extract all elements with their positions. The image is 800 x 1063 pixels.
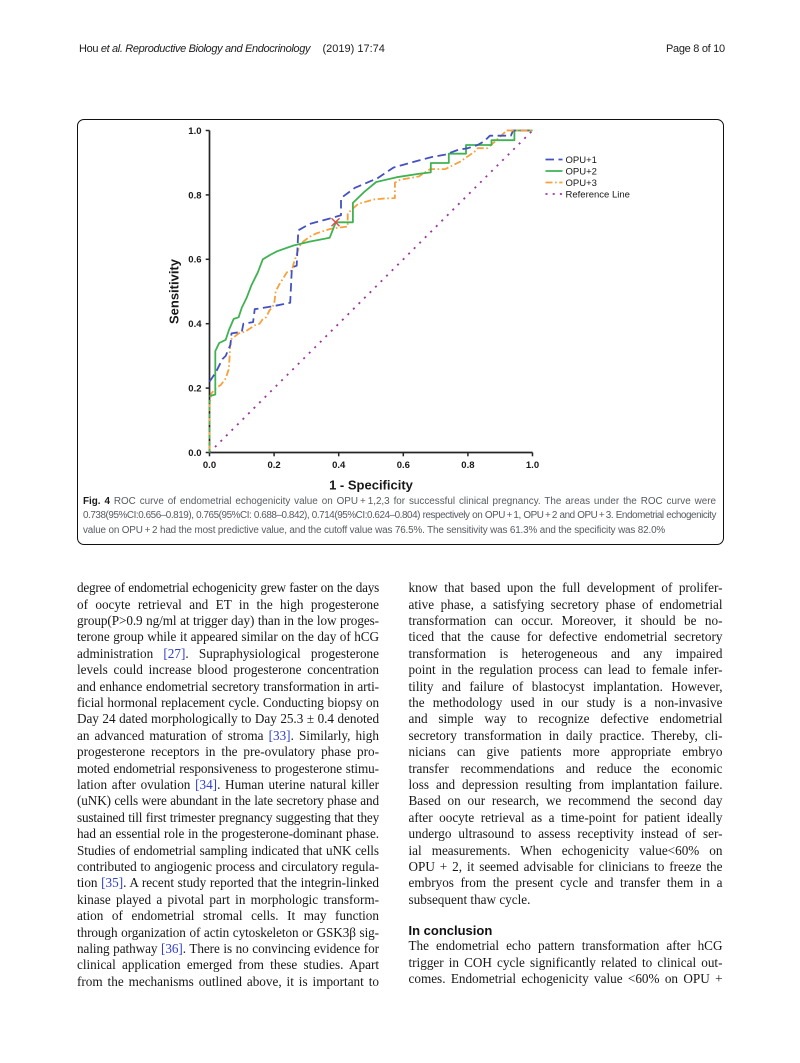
svg-text:Sensitivity: Sensitivity xyxy=(167,258,182,324)
svg-text:0.8: 0.8 xyxy=(188,190,201,201)
svg-text:OPU+3: OPU+3 xyxy=(566,178,597,189)
svg-text:OPU+1: OPU+1 xyxy=(566,155,597,166)
svg-text:0.8: 0.8 xyxy=(461,460,474,471)
svg-text:0.2: 0.2 xyxy=(188,384,201,395)
svg-text:0.6: 0.6 xyxy=(188,255,201,266)
svg-text:1.0: 1.0 xyxy=(526,460,539,471)
svg-text:0.4: 0.4 xyxy=(188,319,202,330)
svg-text:0.0: 0.0 xyxy=(188,448,201,459)
svg-text:0.0: 0.0 xyxy=(203,460,216,471)
svg-text:1.0: 1.0 xyxy=(188,126,201,137)
svg-text:0.2: 0.2 xyxy=(267,460,280,471)
svg-text:0.6: 0.6 xyxy=(397,460,410,471)
svg-text:0.4: 0.4 xyxy=(332,460,346,471)
svg-text:Reference Line: Reference Line xyxy=(566,189,630,200)
svg-text:1 - Specificity: 1 - Specificity xyxy=(329,478,414,493)
svg-text:OPU+2: OPU+2 xyxy=(566,166,597,177)
